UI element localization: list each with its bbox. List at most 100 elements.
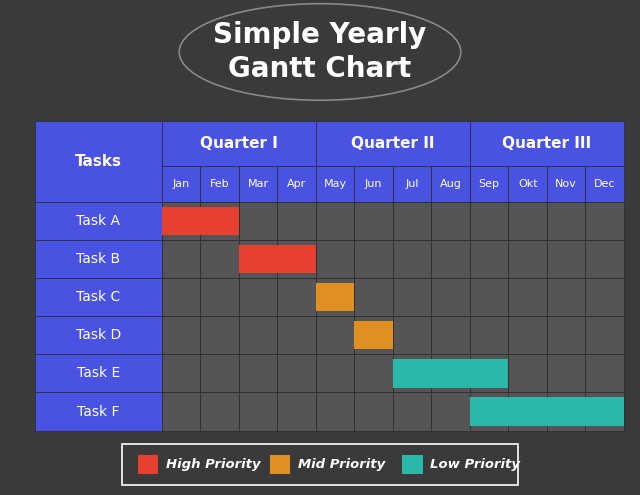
FancyBboxPatch shape	[239, 316, 277, 354]
FancyBboxPatch shape	[200, 316, 239, 354]
FancyBboxPatch shape	[586, 278, 624, 316]
FancyBboxPatch shape	[162, 278, 200, 316]
FancyBboxPatch shape	[547, 316, 586, 354]
FancyBboxPatch shape	[239, 245, 316, 273]
FancyBboxPatch shape	[162, 166, 200, 202]
FancyBboxPatch shape	[200, 354, 239, 393]
FancyBboxPatch shape	[355, 316, 393, 354]
FancyBboxPatch shape	[355, 240, 393, 278]
FancyBboxPatch shape	[200, 202, 239, 240]
FancyBboxPatch shape	[239, 202, 277, 240]
FancyBboxPatch shape	[547, 278, 586, 316]
FancyBboxPatch shape	[316, 393, 355, 431]
FancyBboxPatch shape	[200, 240, 239, 278]
FancyBboxPatch shape	[239, 354, 277, 393]
FancyBboxPatch shape	[200, 166, 239, 202]
FancyBboxPatch shape	[393, 166, 431, 202]
FancyBboxPatch shape	[162, 121, 316, 166]
FancyBboxPatch shape	[508, 202, 547, 240]
Text: Quarter II: Quarter II	[351, 136, 435, 151]
FancyBboxPatch shape	[239, 278, 277, 316]
Text: Apr: Apr	[287, 179, 306, 189]
Text: Jun: Jun	[365, 179, 382, 189]
FancyBboxPatch shape	[355, 321, 393, 349]
FancyBboxPatch shape	[470, 202, 508, 240]
FancyBboxPatch shape	[393, 316, 431, 354]
FancyBboxPatch shape	[35, 202, 162, 240]
FancyBboxPatch shape	[316, 121, 470, 166]
FancyBboxPatch shape	[270, 455, 291, 474]
Text: Task E: Task E	[77, 366, 120, 381]
Text: Jul: Jul	[405, 179, 419, 189]
FancyBboxPatch shape	[508, 393, 547, 431]
FancyBboxPatch shape	[239, 393, 277, 431]
Text: May: May	[324, 179, 347, 189]
FancyBboxPatch shape	[393, 240, 431, 278]
FancyBboxPatch shape	[508, 240, 547, 278]
FancyBboxPatch shape	[355, 166, 393, 202]
FancyBboxPatch shape	[431, 202, 470, 240]
FancyBboxPatch shape	[431, 240, 470, 278]
FancyBboxPatch shape	[162, 393, 200, 431]
FancyBboxPatch shape	[162, 316, 200, 354]
FancyBboxPatch shape	[35, 278, 162, 316]
FancyBboxPatch shape	[470, 316, 508, 354]
FancyBboxPatch shape	[200, 393, 239, 431]
FancyBboxPatch shape	[316, 202, 355, 240]
FancyBboxPatch shape	[431, 354, 470, 393]
FancyBboxPatch shape	[547, 240, 586, 278]
FancyBboxPatch shape	[470, 240, 508, 278]
FancyBboxPatch shape	[470, 121, 624, 166]
FancyBboxPatch shape	[547, 354, 586, 393]
FancyBboxPatch shape	[393, 278, 431, 316]
FancyBboxPatch shape	[470, 166, 508, 202]
FancyBboxPatch shape	[162, 207, 239, 235]
FancyBboxPatch shape	[355, 393, 393, 431]
FancyBboxPatch shape	[393, 202, 431, 240]
FancyBboxPatch shape	[508, 354, 547, 393]
Text: Jan: Jan	[172, 179, 189, 189]
FancyBboxPatch shape	[316, 240, 355, 278]
FancyBboxPatch shape	[402, 455, 422, 474]
Text: Quarter III: Quarter III	[502, 136, 591, 151]
FancyBboxPatch shape	[470, 393, 508, 431]
FancyBboxPatch shape	[355, 354, 393, 393]
FancyBboxPatch shape	[138, 455, 158, 474]
FancyBboxPatch shape	[200, 278, 239, 316]
FancyBboxPatch shape	[431, 278, 470, 316]
Text: Tasks: Tasks	[75, 154, 122, 169]
FancyBboxPatch shape	[586, 202, 624, 240]
Text: Task B: Task B	[76, 252, 120, 266]
Text: Sep: Sep	[479, 179, 500, 189]
FancyBboxPatch shape	[239, 166, 277, 202]
FancyBboxPatch shape	[316, 166, 355, 202]
Text: High Priority: High Priority	[166, 458, 260, 471]
Text: Quarter I: Quarter I	[200, 136, 278, 151]
FancyBboxPatch shape	[586, 354, 624, 393]
FancyBboxPatch shape	[586, 316, 624, 354]
FancyBboxPatch shape	[355, 202, 393, 240]
FancyBboxPatch shape	[393, 354, 431, 393]
Text: Aug: Aug	[440, 179, 461, 189]
FancyBboxPatch shape	[547, 202, 586, 240]
FancyBboxPatch shape	[277, 393, 316, 431]
FancyBboxPatch shape	[162, 240, 200, 278]
FancyBboxPatch shape	[35, 240, 162, 278]
FancyBboxPatch shape	[277, 166, 316, 202]
FancyBboxPatch shape	[586, 393, 624, 431]
FancyBboxPatch shape	[239, 240, 277, 278]
FancyBboxPatch shape	[355, 278, 393, 316]
FancyBboxPatch shape	[35, 393, 162, 431]
FancyBboxPatch shape	[35, 354, 162, 393]
FancyBboxPatch shape	[316, 354, 355, 393]
FancyBboxPatch shape	[547, 393, 586, 431]
Text: Dec: Dec	[594, 179, 616, 189]
Text: Low Priority: Low Priority	[430, 458, 520, 471]
FancyBboxPatch shape	[277, 202, 316, 240]
Text: Task D: Task D	[76, 328, 121, 342]
FancyBboxPatch shape	[586, 240, 624, 278]
FancyBboxPatch shape	[470, 354, 508, 393]
Text: Task C: Task C	[76, 290, 120, 304]
FancyBboxPatch shape	[508, 316, 547, 354]
FancyBboxPatch shape	[431, 316, 470, 354]
